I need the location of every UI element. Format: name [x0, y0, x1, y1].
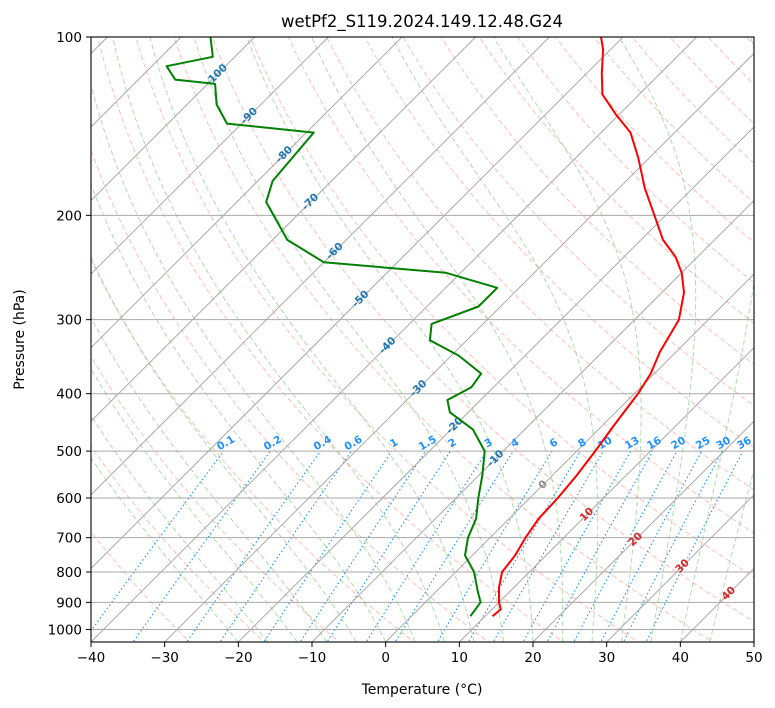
- y-tick-label: 600: [56, 491, 82, 507]
- moist-adiabat-line: [193, 37, 504, 642]
- y-tick-label: 700: [56, 531, 82, 547]
- x-tick-label: −10: [298, 650, 327, 666]
- y-tick-label: 900: [56, 595, 82, 611]
- isotherm-line: [384, 273, 754, 642]
- temperature-profile-line: [491, 37, 685, 617]
- x-tick-label: −40: [77, 650, 106, 666]
- isotherm-line: [458, 346, 754, 642]
- x-tick-label: −20: [224, 650, 253, 666]
- dry-adiabat-line: [91, 531, 191, 642]
- dry-adiabat-line: [249, 37, 754, 578]
- isotherm-line: [91, 37, 330, 275]
- moist-adiabat-line: [246, 37, 534, 642]
- x-tick-label: −30: [150, 650, 179, 666]
- dry-adiabat-line: [91, 258, 415, 642]
- moist-adiabat-line: [492, 37, 642, 642]
- moist-adiabat-line: [91, 457, 239, 642]
- dry-adiabat-line: [554, 37, 754, 244]
- x-axis-label: Temperature (°C): [361, 682, 483, 698]
- moist-adiabat-line: [311, 37, 564, 642]
- mixing-ratio-line: [219, 450, 352, 642]
- moist-adiabat-line: [91, 316, 328, 642]
- y-axis-label: Pressure (hPa): [12, 289, 28, 389]
- y-tick-label: 500: [56, 444, 82, 460]
- mixing-ratio-line: [132, 450, 271, 642]
- moist-adiabat-line: [91, 256, 357, 642]
- dry-adiabat-line: [97, 37, 565, 642]
- mixing-ratio-line: [263, 450, 393, 642]
- mixing-ratio-line: [600, 450, 703, 642]
- isotherm-line: [163, 52, 754, 642]
- dry-adiabat-line: [287, 37, 754, 534]
- axis-ticks: −40 −30 −20 −10 0 10 20 30 40 50 1000 900 800 700 600 5…: [48, 30, 763, 666]
- isotherm-layer: [91, 37, 754, 642]
- isotherm-line: [91, 37, 403, 349]
- isotherm-line: [311, 199, 754, 642]
- moist-adiabat-line: [112, 37, 446, 642]
- mixing-ratio-line: [326, 450, 451, 642]
- y-tick-label: 800: [56, 565, 82, 581]
- x-tick-label: 0: [381, 650, 390, 666]
- dry-adiabat-layer: [91, 37, 754, 642]
- dry-adiabat-line: [173, 37, 714, 642]
- moist-adiabat-line: [91, 414, 269, 642]
- moist-adiabat-line: [391, 37, 599, 642]
- isotherm-line: [605, 494, 754, 642]
- dry-adiabat-line: [211, 37, 754, 623]
- dry-adiabat-line: [440, 37, 754, 365]
- mixing-ratio-line: [492, 450, 604, 642]
- x-tick-label: 50: [745, 650, 762, 666]
- x-tick-label: 40: [672, 650, 689, 666]
- mixing-ratio-line: [622, 450, 723, 642]
- mixing-ratio-layer: [91, 450, 744, 642]
- mixing-ratio-line: [299, 450, 427, 642]
- plot-frame: [90, 36, 755, 643]
- isotherm-line: [91, 37, 624, 570]
- chart-title: wetPf2_S119.2024.149.12.48.G24: [281, 12, 563, 32]
- isotherm-line: [91, 37, 477, 422]
- mixing-ratio-line: [91, 450, 225, 632]
- mixing-ratio-line: [467, 450, 582, 642]
- mixing-ratio-line: [394, 450, 514, 642]
- x-tick-label: 10: [451, 650, 468, 666]
- isotherm-line: [91, 37, 256, 202]
- dry-adiabat-line: [478, 37, 754, 324]
- moist-adiabat-line: [709, 467, 754, 642]
- dry-adiabat-line: [326, 37, 754, 491]
- mixing-ratio-line: [186, 450, 321, 642]
- moist-adiabat-line: [91, 182, 387, 642]
- y-tick-label: 200: [56, 208, 82, 224]
- x-tick-label: 20: [524, 650, 541, 666]
- y-tick-label: 300: [56, 313, 82, 329]
- y-tick-label: 100: [56, 30, 82, 46]
- mixing-ratio-line: [573, 450, 678, 642]
- moist-adiabat-line: [618, 37, 697, 642]
- y-tick-label: 1000: [48, 622, 82, 638]
- dry-adiabat-line: [91, 445, 266, 642]
- moist-adiabat-line: [679, 37, 754, 642]
- dry-adiabat-line: [91, 148, 490, 642]
- moist-adiabat-line: [149, 37, 475, 642]
- pressure-gridlines: [91, 37, 754, 630]
- dewpoint-profile-line: [165, 37, 499, 617]
- isotherm-line: [91, 37, 698, 642]
- isotherm-line: [532, 420, 754, 642]
- profile-series: [165, 37, 685, 617]
- isotherm-line: [91, 37, 551, 496]
- dry-adiabat-line: [631, 37, 754, 164]
- x-tick-label: 30: [598, 650, 615, 666]
- y-tick-label: 400: [56, 387, 82, 403]
- moist-adiabat-layer: [91, 37, 754, 642]
